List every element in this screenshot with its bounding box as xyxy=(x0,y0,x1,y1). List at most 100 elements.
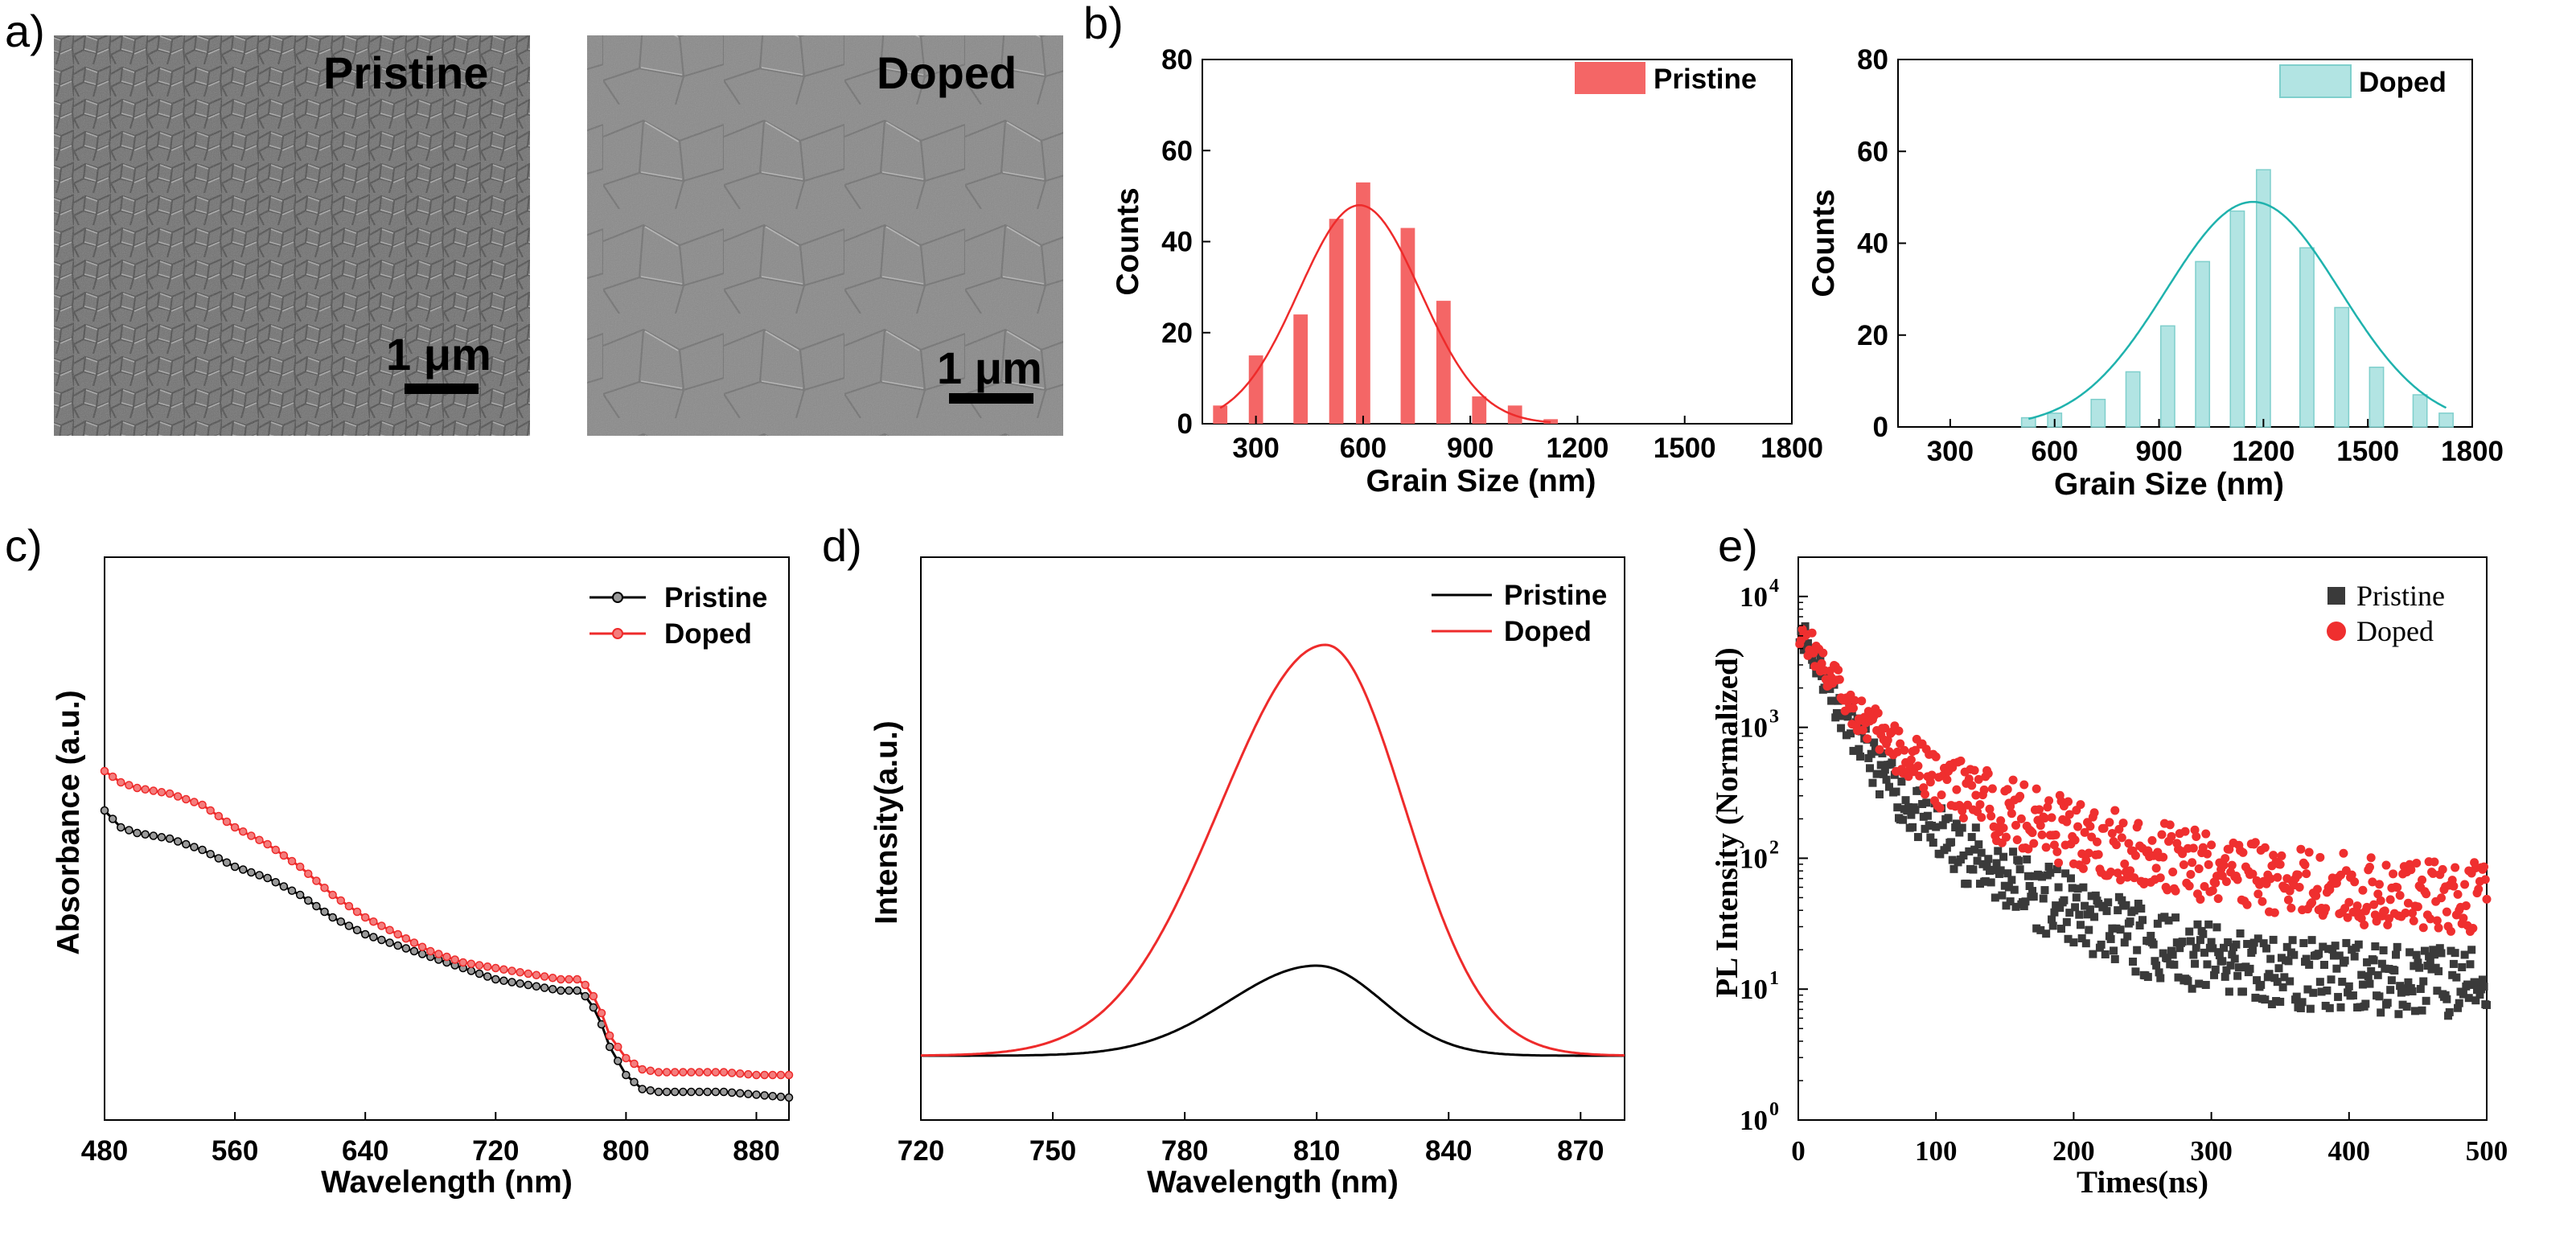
data-point xyxy=(2228,950,2237,959)
data-point xyxy=(499,965,508,974)
data-point xyxy=(2286,977,2295,986)
data-point xyxy=(206,806,215,815)
data-point xyxy=(2292,992,2301,1001)
data-point xyxy=(2232,940,2241,949)
data-point xyxy=(352,907,362,917)
data-point xyxy=(2418,1006,2426,1015)
data-point xyxy=(2401,987,2410,996)
data-point xyxy=(328,890,337,900)
data-point xyxy=(2406,865,2416,875)
data-point xyxy=(2236,929,2245,938)
series-line xyxy=(921,964,1625,1057)
x-tick-label: 0 xyxy=(1791,1135,1806,1167)
data-point xyxy=(646,1086,655,1095)
data-point xyxy=(1942,775,1952,785)
data-point xyxy=(2203,960,2212,969)
data-point xyxy=(597,1008,606,1018)
bar xyxy=(1248,355,1263,424)
data-point xyxy=(2364,863,2374,872)
data-point xyxy=(2201,980,2210,989)
data-point xyxy=(2134,899,2143,908)
data-point xyxy=(2429,946,2438,954)
data-point xyxy=(2387,976,2396,985)
data-point xyxy=(1923,811,1932,820)
data-point xyxy=(1937,790,1946,800)
data-point xyxy=(1935,803,1945,813)
data-point xyxy=(2369,956,2378,965)
data-point xyxy=(2398,1000,2407,1009)
data-point xyxy=(1878,749,1887,757)
data-point xyxy=(2178,849,2188,859)
data-point xyxy=(557,986,565,995)
data-point xyxy=(2458,963,2467,972)
data-point xyxy=(2453,889,2463,899)
data-point xyxy=(2446,926,2455,936)
data-point xyxy=(369,933,378,942)
data-point xyxy=(320,884,329,892)
data-point xyxy=(2427,965,2436,974)
data-point xyxy=(2329,951,2338,960)
data-point xyxy=(2199,929,2208,938)
scale-bar-text-pristine: 1 μm xyxy=(386,329,491,380)
data-point xyxy=(2208,886,2217,896)
data-point xyxy=(2171,913,2180,922)
data-point xyxy=(662,1087,672,1097)
data-point xyxy=(2208,944,2217,953)
data-point xyxy=(2241,962,2250,971)
data-point xyxy=(565,986,573,995)
data-point xyxy=(417,942,427,951)
x-tick-label: 1800 xyxy=(1760,433,1823,464)
data-point xyxy=(2385,895,2395,905)
data-point xyxy=(1987,784,1997,794)
data-point xyxy=(784,1093,794,1102)
data-point xyxy=(2306,1004,2315,1013)
panel-label-a: a) xyxy=(5,6,45,56)
data-point xyxy=(190,798,199,806)
data-point xyxy=(2360,920,2369,929)
data-point xyxy=(2070,835,2080,845)
data-point xyxy=(2372,917,2381,926)
data-point xyxy=(2155,968,2163,977)
data-point xyxy=(2085,925,2093,934)
data-point xyxy=(711,1068,721,1077)
data-point xyxy=(2295,883,2304,892)
data-point xyxy=(2283,895,2293,905)
data-point xyxy=(605,1031,614,1040)
data-point xyxy=(1858,725,1867,735)
y-tick-label: 10 xyxy=(1740,974,1768,1005)
data-point xyxy=(2211,965,2220,974)
data-point xyxy=(2410,1007,2419,1015)
data-point xyxy=(117,823,125,832)
data-point xyxy=(466,966,476,975)
data-point xyxy=(2307,898,2317,908)
data-point xyxy=(662,1068,672,1077)
data-point xyxy=(2186,937,2195,946)
data-point xyxy=(1959,851,1968,860)
x-tick-label: 600 xyxy=(2032,436,2078,467)
data-point xyxy=(630,1077,639,1086)
data-point xyxy=(1883,736,1892,745)
data-point xyxy=(1872,769,1881,778)
data-point xyxy=(2315,978,2324,987)
data-point xyxy=(2189,950,2198,959)
data-point xyxy=(2201,829,2211,839)
data-point xyxy=(2381,860,2391,870)
data-point xyxy=(2064,810,2074,819)
data-point xyxy=(540,983,549,992)
bar xyxy=(1400,228,1415,424)
data-point xyxy=(2286,903,2296,913)
data-point xyxy=(622,1053,631,1063)
data-point xyxy=(157,833,166,842)
data-point xyxy=(2336,1003,2345,1011)
x-tick-label: 900 xyxy=(2135,436,2182,467)
data-point xyxy=(2003,785,2012,794)
data-point xyxy=(2222,966,2231,974)
data-point xyxy=(2123,932,2132,941)
data-point xyxy=(1817,659,1826,668)
data-point xyxy=(2467,946,2476,954)
data-point xyxy=(2052,901,2060,910)
x-tick-label: 1200 xyxy=(1547,433,1609,464)
data-point xyxy=(458,958,468,967)
data-point xyxy=(483,962,492,971)
data-point xyxy=(2114,906,2122,915)
